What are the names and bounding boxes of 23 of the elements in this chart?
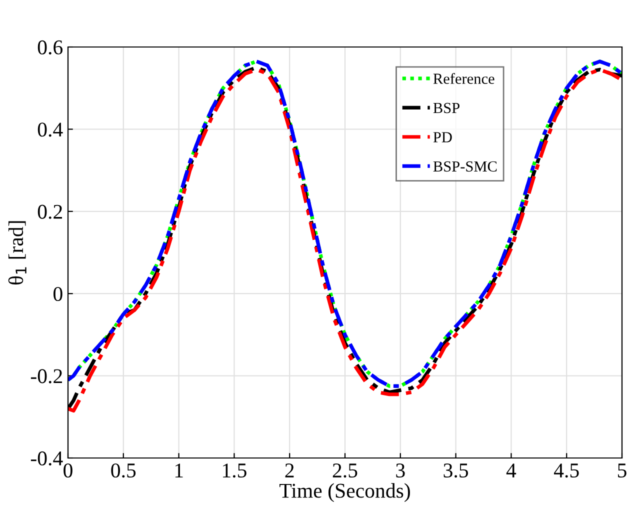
x-tick-label: 3 bbox=[396, 464, 405, 478]
y-tick-label: 0.6 bbox=[38, 40, 63, 55]
y-tick-label: -0.4 bbox=[30, 451, 63, 466]
y-tick-label: 0.2 bbox=[38, 204, 62, 219]
x-tick-label: 1.5 bbox=[223, 464, 246, 478]
y-tick-label: -0.2 bbox=[30, 369, 62, 384]
y-axis-title: θ$_{1}$ [rad] bbox=[8, 221, 26, 284]
x-tick-label: 4 bbox=[506, 464, 516, 478]
x-tick-label: 3.5 bbox=[444, 464, 468, 478]
legend-label: Reference bbox=[433, 73, 494, 84]
x-tick-label: 2.5 bbox=[332, 464, 358, 478]
x-axis-title: Time (Seconds) bbox=[280, 483, 410, 502]
x-tick-label: 2 bbox=[285, 464, 294, 478]
x-tick-label: 4.5 bbox=[554, 464, 579, 478]
legend-label: BSP bbox=[433, 102, 460, 114]
legend-label: PD bbox=[433, 132, 452, 142]
y-tick-label: 0.4 bbox=[38, 122, 63, 137]
x-tick-label: 0.5 bbox=[111, 463, 136, 478]
x-tick-label: 1 bbox=[175, 464, 183, 478]
y-tick-label: 0 bbox=[54, 286, 62, 302]
x-tick-label: 0 bbox=[64, 463, 72, 478]
x-tick-label: 5 bbox=[618, 464, 626, 478]
legend-label: BSP-SMC bbox=[433, 161, 497, 172]
